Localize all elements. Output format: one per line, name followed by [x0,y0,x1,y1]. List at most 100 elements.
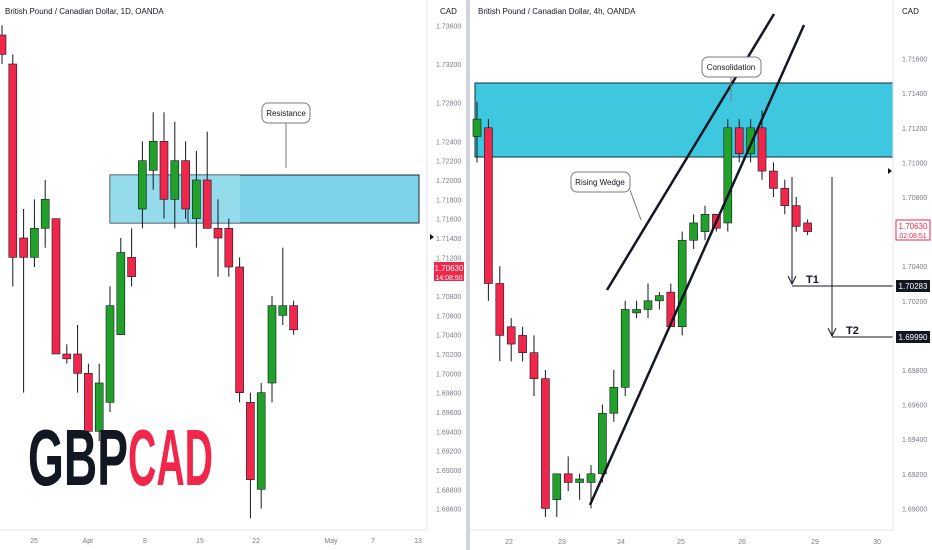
candle-body [30,228,39,258]
logo-text-gbp: GBP [28,413,128,502]
candle [780,179,790,215]
candle-body [791,205,801,227]
candle [472,101,482,163]
logo-text-cad: CAD [128,413,213,502]
y-tick-label: 1.72000 [436,178,461,185]
pane-divider[interactable] [466,0,470,550]
candle-body [643,300,653,310]
candle-body [105,305,115,403]
x-tick-label: 23 [558,539,566,546]
y-tick-label: 1.71800 [436,197,461,204]
consolidation-zone [474,82,894,158]
candle-body [235,266,244,393]
x-tick-label: 24 [617,539,625,546]
candle [655,292,664,310]
candle-body [506,326,516,345]
candle [518,326,527,362]
x-tick-label: 8 [143,538,147,545]
t2-price-value: 1.69990 [899,333,928,342]
left-chart-background [0,0,466,550]
candle [105,286,115,412]
x-tick-label: 15 [196,538,204,545]
y-tick-label: 1.70600 [436,313,461,320]
y-tick-label: 1.70000 [436,371,461,378]
y-tick-label: 1.69200 [902,472,927,479]
candle [484,119,493,301]
candle-body [620,309,630,388]
candle [677,231,687,336]
candle-body [202,179,212,229]
candle [116,238,126,335]
y-tick-label: 1.68600 [436,507,461,514]
candle [723,119,733,232]
candle [643,283,653,319]
candle [8,54,18,287]
y-tick-label: 1.72200 [436,159,461,166]
candle-body [518,335,527,353]
y-tick-label: 1.69000 [902,506,927,513]
candle [278,247,288,325]
candle-body [289,305,298,331]
candle [40,180,50,248]
right-x-ticks: 22 23 24 25 26 29 30 [505,539,881,546]
x-tick-label: 22 [505,539,513,546]
candle [73,325,82,393]
right-countdown: 02:08:51 [899,233,926,240]
y-tick-label: 1.69600 [436,410,461,417]
candle-body [689,222,698,241]
y-tick-label: 1.69800 [436,391,461,398]
x-tick-label: 30 [873,539,881,546]
candle-body [148,141,158,171]
x-tick-label: 25 [30,538,38,545]
candle [803,219,812,236]
right-candles [472,101,812,518]
left-countdown: 14:08:50 [435,275,462,282]
x-tick-label: 26 [738,539,746,546]
candle-body [803,222,812,232]
y-tick-label: 1.71600 [902,57,927,64]
y-tick-label: 1.71200 [902,126,927,133]
y-tick-label: 1.71000 [902,160,927,167]
candle-body [757,127,767,172]
y-tick-label: 1.69400 [436,429,461,436]
candle-body [780,188,790,206]
left-chart[interactable]: Resistance GBP CAD CAD 1.73600 1.73200 1.7… [0,0,466,550]
left-candles [0,25,298,519]
candle-body [19,237,28,258]
candle-body [529,352,539,379]
candle [620,300,630,396]
wedge-lower-line [588,24,806,506]
candle-body [563,473,573,483]
candle-body [769,170,778,189]
left-chart-title: British Pound / Canadian Dollar, 1D, OAN… [5,7,164,16]
rising-wedge-pointer [629,189,642,221]
left-price-value: 1.70630 [435,264,464,273]
candle [769,162,778,197]
rising-wedge-label: Rising Wedge [575,178,625,187]
x-tick-label: May [324,538,338,545]
resistance-label: Resistance [266,109,306,118]
y-tick-label: 1.70800 [902,195,927,202]
candle [84,363,93,441]
t2-price-tag [896,331,930,343]
candle-body [213,228,223,239]
x-tick-label: 22 [252,538,260,545]
candle-body [598,412,607,475]
candle [246,392,255,519]
y-tick-label: 1.71600 [436,217,461,224]
candle [700,205,710,241]
resistance-callout [261,102,311,124]
candle [552,473,562,518]
candle-body [94,382,104,432]
x-tick-label: 29 [811,539,819,546]
left-currency-label: CAD [440,7,457,16]
candle-body [84,373,93,432]
candle [235,257,244,403]
y-tick-label: 1.70200 [436,352,461,359]
candle-body [127,257,136,277]
y-tick-label: 1.70400 [436,333,461,340]
left-price-tag [434,262,464,281]
candle [181,141,190,219]
right-chart[interactable]: Rising Wedge Consolidation T1 T2 CAD 1.7… [470,0,932,550]
right-chart-title: British Pound / Canadian Dollar, 4h, OAN… [478,7,636,16]
